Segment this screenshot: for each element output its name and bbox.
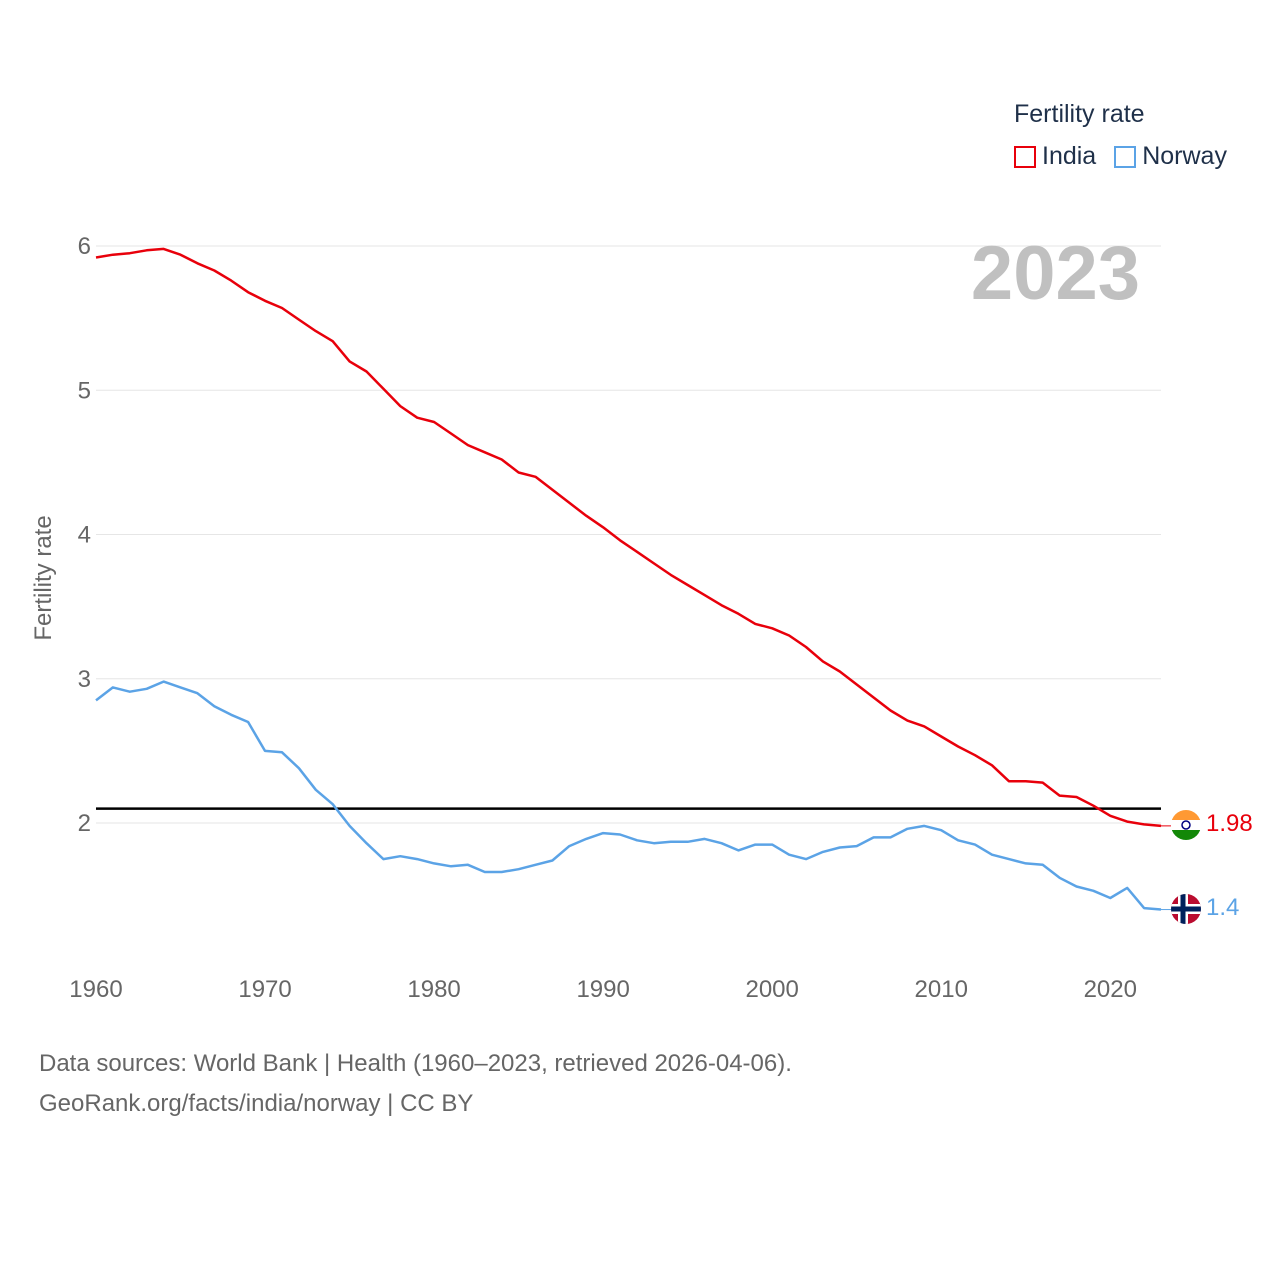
series-lines bbox=[95, 247, 1171, 911]
x-tick-label: 1970 bbox=[238, 976, 291, 1003]
series-line-india bbox=[95, 247, 1162, 828]
y-tick-label: 3 bbox=[78, 666, 91, 693]
y-tick-label: 6 bbox=[78, 233, 91, 260]
x-tick-label: 2020 bbox=[1084, 976, 1137, 1003]
series-line-norway bbox=[95, 680, 1162, 911]
norway-end-label: 1.4 bbox=[1206, 894, 1239, 921]
legend-swatch-india bbox=[1014, 145, 1036, 168]
x-tick-label: 1960 bbox=[69, 976, 122, 1003]
legend-item-india[interactable]: India bbox=[1014, 142, 1096, 171]
norway-flag-icon bbox=[1171, 894, 1201, 924]
x-axis-ticks: 1960 1970 1980 1990 2000 2010 2020 bbox=[69, 976, 1137, 1003]
y-tick-label: 2 bbox=[78, 810, 91, 837]
y-axis-ticks: 2 3 4 5 6 bbox=[78, 233, 91, 837]
india-flag-icon bbox=[1171, 810, 1201, 840]
x-tick-label: 1990 bbox=[576, 976, 629, 1003]
x-tick-label: 2000 bbox=[745, 976, 798, 1003]
legend-label-india: India bbox=[1042, 142, 1097, 170]
y-tick-label: 4 bbox=[78, 522, 91, 549]
y-axis-label: Fertility rate bbox=[30, 515, 57, 640]
india-end-label: 1.98 bbox=[1206, 810, 1253, 837]
source-line: Data sources: World Bank | Health (1960–… bbox=[39, 1050, 792, 1077]
legend: India Norway bbox=[1014, 142, 1245, 171]
y-tick-label: 5 bbox=[78, 377, 91, 404]
source-url: GeoRank.org/facts/india/norway | CC BY bbox=[39, 1090, 474, 1117]
current-year-label: 2023 bbox=[971, 231, 1140, 316]
data-sources: Data sources: World Bank | Health (1960–… bbox=[39, 1044, 792, 1124]
gridlines bbox=[96, 245, 1161, 824]
series-end-markers: 1.98 1.4 bbox=[1171, 810, 1253, 924]
legend-item-norway[interactable]: Norway bbox=[1114, 142, 1227, 171]
legend-swatch-norway bbox=[1114, 145, 1137, 168]
x-tick-label: 2010 bbox=[915, 976, 968, 1003]
legend-title: Fertility rate bbox=[1014, 100, 1145, 128]
legend-label-norway: Norway bbox=[1142, 142, 1227, 170]
x-tick-label: 1980 bbox=[407, 976, 460, 1003]
